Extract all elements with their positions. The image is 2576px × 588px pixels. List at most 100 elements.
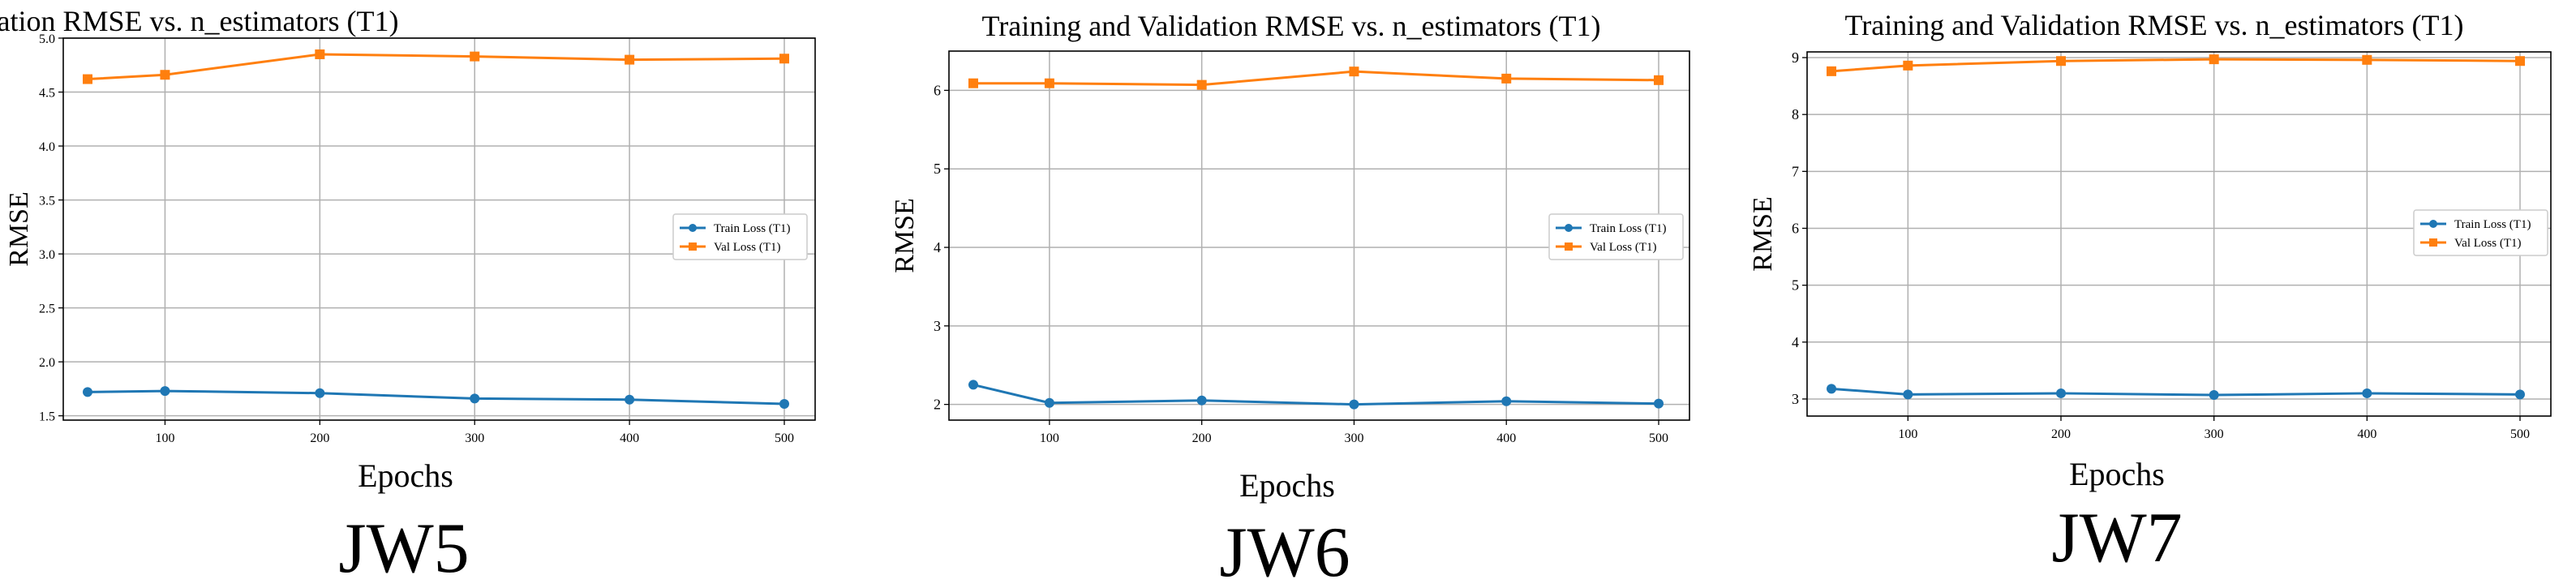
series-val-loss — [1827, 54, 2525, 76]
chart-title: Training and Validation RMSE vs. n_estim… — [0, 5, 398, 37]
y-tick-label: 3.0 — [39, 248, 55, 262]
chart-panel-jw7: Training and Validation RMSE vs. n_estim… — [1748, 9, 2552, 577]
data-point — [2362, 54, 2372, 65]
y-axis-label: RMSE — [4, 191, 34, 267]
y-tick-label: 6 — [1792, 220, 1799, 236]
data-point — [1044, 78, 1054, 88]
x-axis-label: Epochs — [2069, 456, 2165, 492]
x-tick-label: 300 — [1344, 431, 1363, 445]
chart-title: Training and Validation RMSE vs. n_estim… — [1845, 9, 2464, 41]
data-point — [968, 380, 978, 390]
y-tick-label: 9 — [1792, 49, 1799, 66]
series-line — [87, 389, 785, 406]
plot-frame — [1806, 51, 2552, 417]
legend-label: Val Loss (T1) — [2454, 237, 2522, 250]
x-tick-label: 200 — [1192, 431, 1212, 445]
series-train-loss — [83, 386, 789, 410]
data-point — [160, 70, 170, 80]
chart-title: Training and Validation RMSE vs. n_estim… — [982, 10, 1601, 42]
data-point — [1903, 60, 1913, 71]
data-point — [968, 78, 978, 88]
series-line — [1831, 58, 2521, 73]
legend-marker — [2429, 238, 2437, 247]
legend: Train Loss (T1) Val Loss (T1) — [1548, 213, 1684, 260]
x-tick-label: 400 — [2357, 427, 2376, 441]
panel-label: JW5 — [338, 509, 469, 588]
x-axis-label: Epochs — [1239, 467, 1335, 504]
y-tick-label: 2 — [934, 397, 941, 413]
x-tick-label: 500 — [775, 431, 794, 445]
data-point — [1654, 75, 1664, 85]
x-tick-label: 300 — [2205, 427, 2224, 441]
data-point — [2056, 388, 2066, 398]
y-tick-label: 4.0 — [39, 140, 55, 154]
chart-panel-jw6: Training and Validation RMSE vs. n_estim… — [890, 10, 1690, 588]
series-line — [973, 70, 1659, 87]
x-tick-label: 200 — [2051, 427, 2071, 441]
y-tick-label: 8 — [1792, 106, 1799, 122]
data-point — [1349, 67, 1359, 77]
legend: Train Loss (T1) Val Loss (T1) — [2413, 209, 2548, 256]
y-tick-label: 2.0 — [39, 356, 55, 370]
legend-label: Val Loss (T1) — [714, 241, 781, 254]
x-tick-label: 200 — [310, 431, 329, 445]
series-line — [87, 53, 785, 81]
y-tick-label: 5 — [1792, 277, 1799, 294]
data-point — [1501, 396, 1512, 406]
data-point — [625, 394, 635, 405]
series-val-loss — [83, 49, 789, 84]
legend-label: Train Loss (T1) — [1590, 222, 1666, 235]
panel-label: JW7 — [2051, 499, 2182, 577]
data-point — [1654, 398, 1664, 409]
series-line — [1831, 387, 2521, 397]
legend-marker — [689, 224, 697, 232]
y-axis-label: RMSE — [890, 198, 920, 273]
plot-frame — [948, 50, 1690, 421]
legend-box — [2413, 209, 2548, 256]
x-tick-label: 500 — [1649, 431, 1668, 445]
data-point — [83, 387, 92, 397]
data-point — [2362, 388, 2372, 398]
data-point — [1827, 384, 1836, 394]
data-point — [779, 54, 789, 64]
legend-marker — [1565, 224, 1573, 232]
x-tick-label: 400 — [1496, 431, 1516, 445]
chart-panel-jw5: Training and Validation RMSE vs. n_estim… — [0, 5, 816, 588]
data-point — [315, 388, 325, 398]
x-tick-label: 300 — [465, 431, 484, 445]
data-point — [1501, 73, 1512, 84]
data-point — [1903, 389, 1913, 400]
series-line — [972, 383, 1659, 406]
x-tick-label: 400 — [620, 431, 639, 445]
y-tick-label: 3.5 — [39, 195, 55, 208]
series-train-loss — [968, 380, 1664, 410]
y-tick-label: 5 — [934, 161, 941, 177]
data-point — [1827, 66, 1836, 76]
panel-label: JW6 — [1219, 513, 1350, 588]
y-tick-label: 5.0 — [39, 32, 55, 46]
data-point — [160, 386, 170, 397]
legend-label: Train Loss (T1) — [2454, 218, 2531, 231]
legend-label: Val Loss (T1) — [1590, 241, 1657, 254]
y-tick-label: 1.5 — [39, 410, 55, 424]
y-tick-label: 3 — [934, 318, 941, 334]
data-point — [1196, 395, 1207, 406]
y-tick-label: 4 — [934, 239, 941, 255]
data-point — [2515, 389, 2525, 400]
x-axis-label: Epochs — [358, 457, 453, 494]
legend: Train Loss (T1) Val Loss (T1) — [672, 213, 808, 260]
y-tick-label: 7 — [1792, 163, 1799, 179]
plot-frame — [62, 37, 816, 421]
legend-marker — [689, 242, 697, 251]
grid-lines — [1807, 52, 2551, 416]
data-point — [470, 51, 480, 62]
x-tick-label: 100 — [155, 431, 174, 445]
data-point — [779, 399, 789, 410]
y-tick-label: 6 — [934, 82, 941, 98]
data-point — [2056, 56, 2066, 67]
data-point — [470, 393, 480, 404]
data-point — [625, 54, 635, 65]
y-tick-label: 4 — [1792, 334, 1799, 350]
y-tick-label: 2.5 — [39, 303, 55, 316]
